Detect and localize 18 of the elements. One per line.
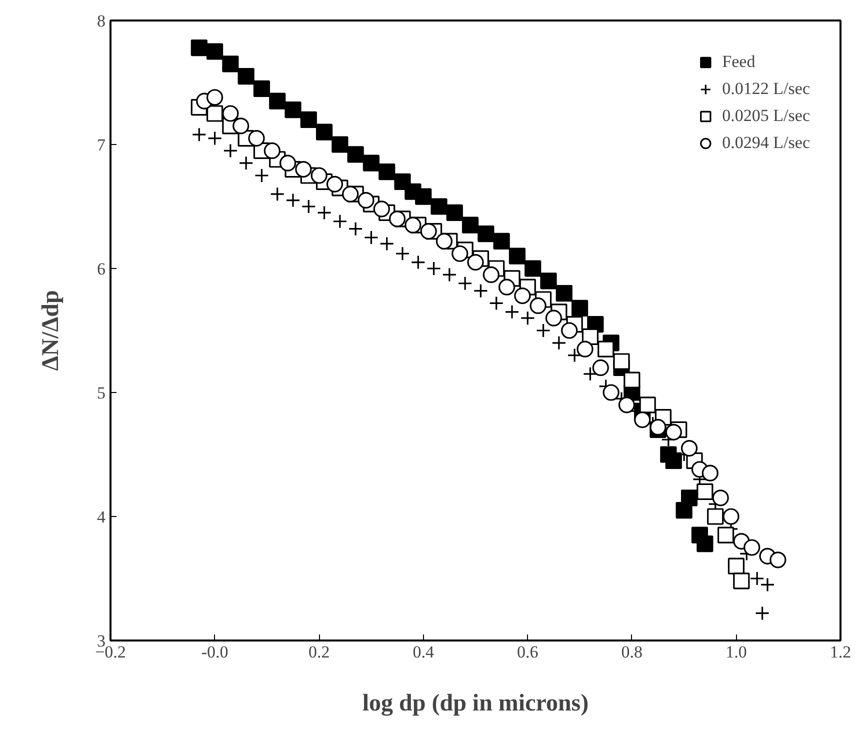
x-tick-label: 0.4 xyxy=(412,642,434,662)
legend-label: 0.0205 L/sec xyxy=(722,106,810,126)
legend-label: Feed xyxy=(722,52,756,72)
y-tick-label: 8 xyxy=(97,12,106,30)
y-tick-label: 5 xyxy=(97,384,106,402)
x-tick-label: 0.6 xyxy=(517,642,538,662)
y-axis-title: ΔN/Δdp xyxy=(38,290,64,371)
legend-label: 0.0122 L/sec xyxy=(722,79,810,99)
legend-label: 0.0294 L/sec xyxy=(722,133,810,153)
y-tick-label: 4 xyxy=(97,508,106,526)
y-tick-label: 7 xyxy=(97,136,106,154)
x-tick-label: -0.0 xyxy=(201,642,228,662)
x-axis-title: log dp (dp in microns) xyxy=(362,690,589,716)
x-tick-label: 1.2 xyxy=(830,642,852,662)
x-tick-label: 1.0 xyxy=(726,642,747,662)
x-tick-label: 0.2 xyxy=(308,642,330,662)
x-tick-label: 0.8 xyxy=(621,642,643,662)
y-tick-label: 6 xyxy=(97,260,106,278)
